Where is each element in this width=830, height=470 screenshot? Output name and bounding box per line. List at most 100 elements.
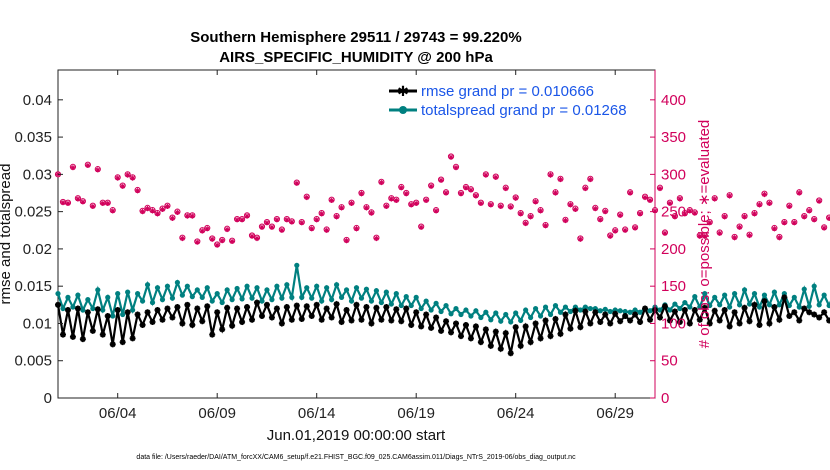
totalspread-point: [418, 305, 424, 312]
rmse-point: [104, 313, 111, 319]
obs-evaluated-point: [100, 200, 106, 207]
obs-evaluated-point: [164, 203, 171, 210]
totalspread-point: [776, 302, 782, 308]
rmse-point: [453, 320, 459, 327]
obs-evaluated-point: [179, 235, 185, 242]
rmse-point: [308, 313, 315, 319]
rmse-point: [258, 313, 265, 319]
obs-evaluated-point: [448, 154, 454, 160]
rmse-point: [791, 309, 798, 316]
x-tick-label: 06/09: [198, 405, 236, 422]
totalspread-point: [169, 295, 176, 301]
totalspread-point: [518, 317, 524, 324]
obs-evaluated-point: [105, 200, 111, 207]
totalspread-point: [348, 298, 355, 304]
obs-evaluated-point: [483, 172, 489, 178]
totalspread-point: [533, 305, 539, 312]
totalspread-point: [577, 307, 583, 313]
obs-evaluated-point: [189, 213, 195, 219]
obs-evaluated-point: [239, 217, 245, 223]
rmse-point: [64, 307, 71, 314]
obs-evaluated-point: [259, 224, 265, 230]
totalspread-point: [672, 301, 678, 307]
obs-evaluated-point: [139, 209, 146, 215]
obs-evaluated-point: [65, 200, 71, 207]
obs-evaluated-point: [70, 165, 76, 171]
obs-evaluated-point: [811, 217, 817, 223]
obs-evaluated-point: [373, 235, 379, 242]
rmse-point: [637, 318, 644, 325]
totalspread-point: [319, 298, 325, 304]
totalspread-point: [537, 313, 544, 319]
legend-label-rmse: rmse grand pr = 0.010666: [421, 83, 594, 100]
obs-count-marks: [54, 153, 830, 248]
rmse-point: [457, 333, 464, 340]
rmse-point: [363, 304, 370, 311]
y-tick-label-right: 200: [661, 241, 686, 258]
obs-evaluated-point: [130, 175, 136, 181]
totalspread-point: [358, 295, 365, 301]
obs-evaluated-point: [110, 208, 116, 214]
obs-evaluated-point: [408, 202, 414, 208]
obs-evaluated-point: [756, 202, 763, 208]
obs-evaluated-point: [537, 208, 544, 214]
rmse-point: [214, 309, 221, 316]
rmse-point: [492, 328, 499, 335]
obs-evaluated-point: [533, 199, 539, 205]
totalspread-point: [398, 302, 404, 309]
y-tick-label-right: 300: [661, 166, 686, 183]
rmse-point: [298, 315, 305, 322]
obs-evaluated-point: [682, 211, 688, 217]
obs-evaluated-point: [572, 206, 578, 212]
rmse-point: [249, 316, 256, 323]
obs-evaluated-point: [338, 205, 345, 211]
rmse-point: [159, 316, 166, 323]
obs-evaluated-point: [732, 235, 738, 241]
obs-evaluated-point: [423, 197, 429, 204]
obs-evaluated-point: [523, 220, 529, 227]
rmse-point: [418, 323, 425, 330]
totalspread-point: [189, 294, 195, 300]
obs-evaluated-point: [348, 200, 355, 207]
chart-title: Southern Hemisphere 29511 / 29743 = 99.2…: [190, 29, 521, 46]
totalspread-point: [110, 313, 116, 319]
obs-evaluated-point: [667, 200, 673, 207]
obs-evaluated-point: [279, 227, 285, 233]
obs-evaluated-point: [154, 211, 161, 217]
y-tick-label-right: 350: [661, 129, 686, 146]
obs-evaluated-point: [120, 183, 126, 189]
rmse-point: [507, 350, 514, 357]
totalspread-point: [727, 304, 733, 310]
totalspread-point: [403, 294, 409, 300]
totalspread-point: [627, 309, 633, 315]
totalspread-point: [647, 308, 653, 314]
rmse-point: [343, 307, 350, 314]
totalspread-point: [547, 311, 554, 318]
totalspread-point: [219, 299, 225, 306]
obs-evaluated-point: [353, 226, 360, 232]
rmse-point: [572, 307, 579, 314]
obs-evaluated-point: [627, 190, 633, 196]
obs-evaluated-point: [826, 215, 830, 221]
totalspread-point: [80, 307, 86, 313]
totalspread-point: [194, 287, 200, 293]
obs-evaluated-point: [304, 194, 310, 201]
obs-evaluated-point: [712, 196, 718, 202]
rmse-point: [443, 318, 450, 325]
rmse-point: [512, 324, 519, 331]
obs-evaluated-point: [722, 214, 728, 220]
rmse-point: [731, 309, 738, 316]
obs-evaluated-point: [383, 203, 389, 210]
totalspread-point: [324, 285, 330, 291]
obs-evaluated-point: [617, 212, 623, 218]
obs-evaluated-point: [169, 215, 176, 221]
rmse-point: [761, 298, 768, 305]
obs-evaluated-point: [463, 185, 469, 191]
obs-evaluated-point: [358, 191, 365, 197]
rmse-point: [303, 303, 310, 310]
obs-evaluated-point: [319, 211, 325, 217]
totalspread-point: [338, 294, 345, 300]
totalspread-point: [60, 305, 66, 312]
totalspread-point: [811, 283, 817, 289]
rmse-point: [89, 327, 96, 334]
